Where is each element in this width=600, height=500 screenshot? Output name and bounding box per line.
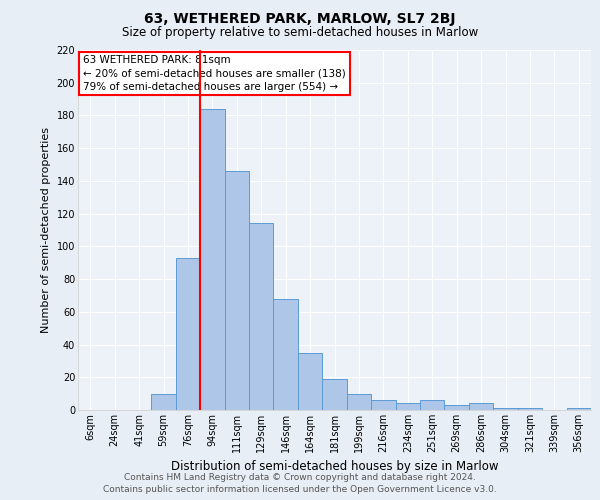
- Bar: [322, 379, 347, 410]
- X-axis label: Distribution of semi-detached houses by size in Marlow: Distribution of semi-detached houses by …: [171, 460, 498, 473]
- Bar: [151, 394, 176, 410]
- Bar: [420, 400, 445, 410]
- Bar: [566, 408, 591, 410]
- Bar: [224, 171, 249, 410]
- Bar: [347, 394, 371, 410]
- Bar: [518, 408, 542, 410]
- Bar: [249, 224, 274, 410]
- Bar: [176, 258, 200, 410]
- Bar: [274, 298, 298, 410]
- Bar: [469, 404, 493, 410]
- Bar: [395, 404, 420, 410]
- Bar: [445, 405, 469, 410]
- Text: 63, WETHERED PARK, MARLOW, SL7 2BJ: 63, WETHERED PARK, MARLOW, SL7 2BJ: [144, 12, 456, 26]
- Text: 63 WETHERED PARK: 81sqm
← 20% of semi-detached houses are smaller (138)
79% of s: 63 WETHERED PARK: 81sqm ← 20% of semi-de…: [83, 56, 346, 92]
- Y-axis label: Number of semi-detached properties: Number of semi-detached properties: [41, 127, 51, 333]
- Bar: [200, 109, 224, 410]
- Text: Contains HM Land Registry data © Crown copyright and database right 2024.
Contai: Contains HM Land Registry data © Crown c…: [103, 472, 497, 494]
- Bar: [298, 352, 322, 410]
- Text: Size of property relative to semi-detached houses in Marlow: Size of property relative to semi-detach…: [122, 26, 478, 39]
- Bar: [371, 400, 395, 410]
- Bar: [493, 408, 518, 410]
